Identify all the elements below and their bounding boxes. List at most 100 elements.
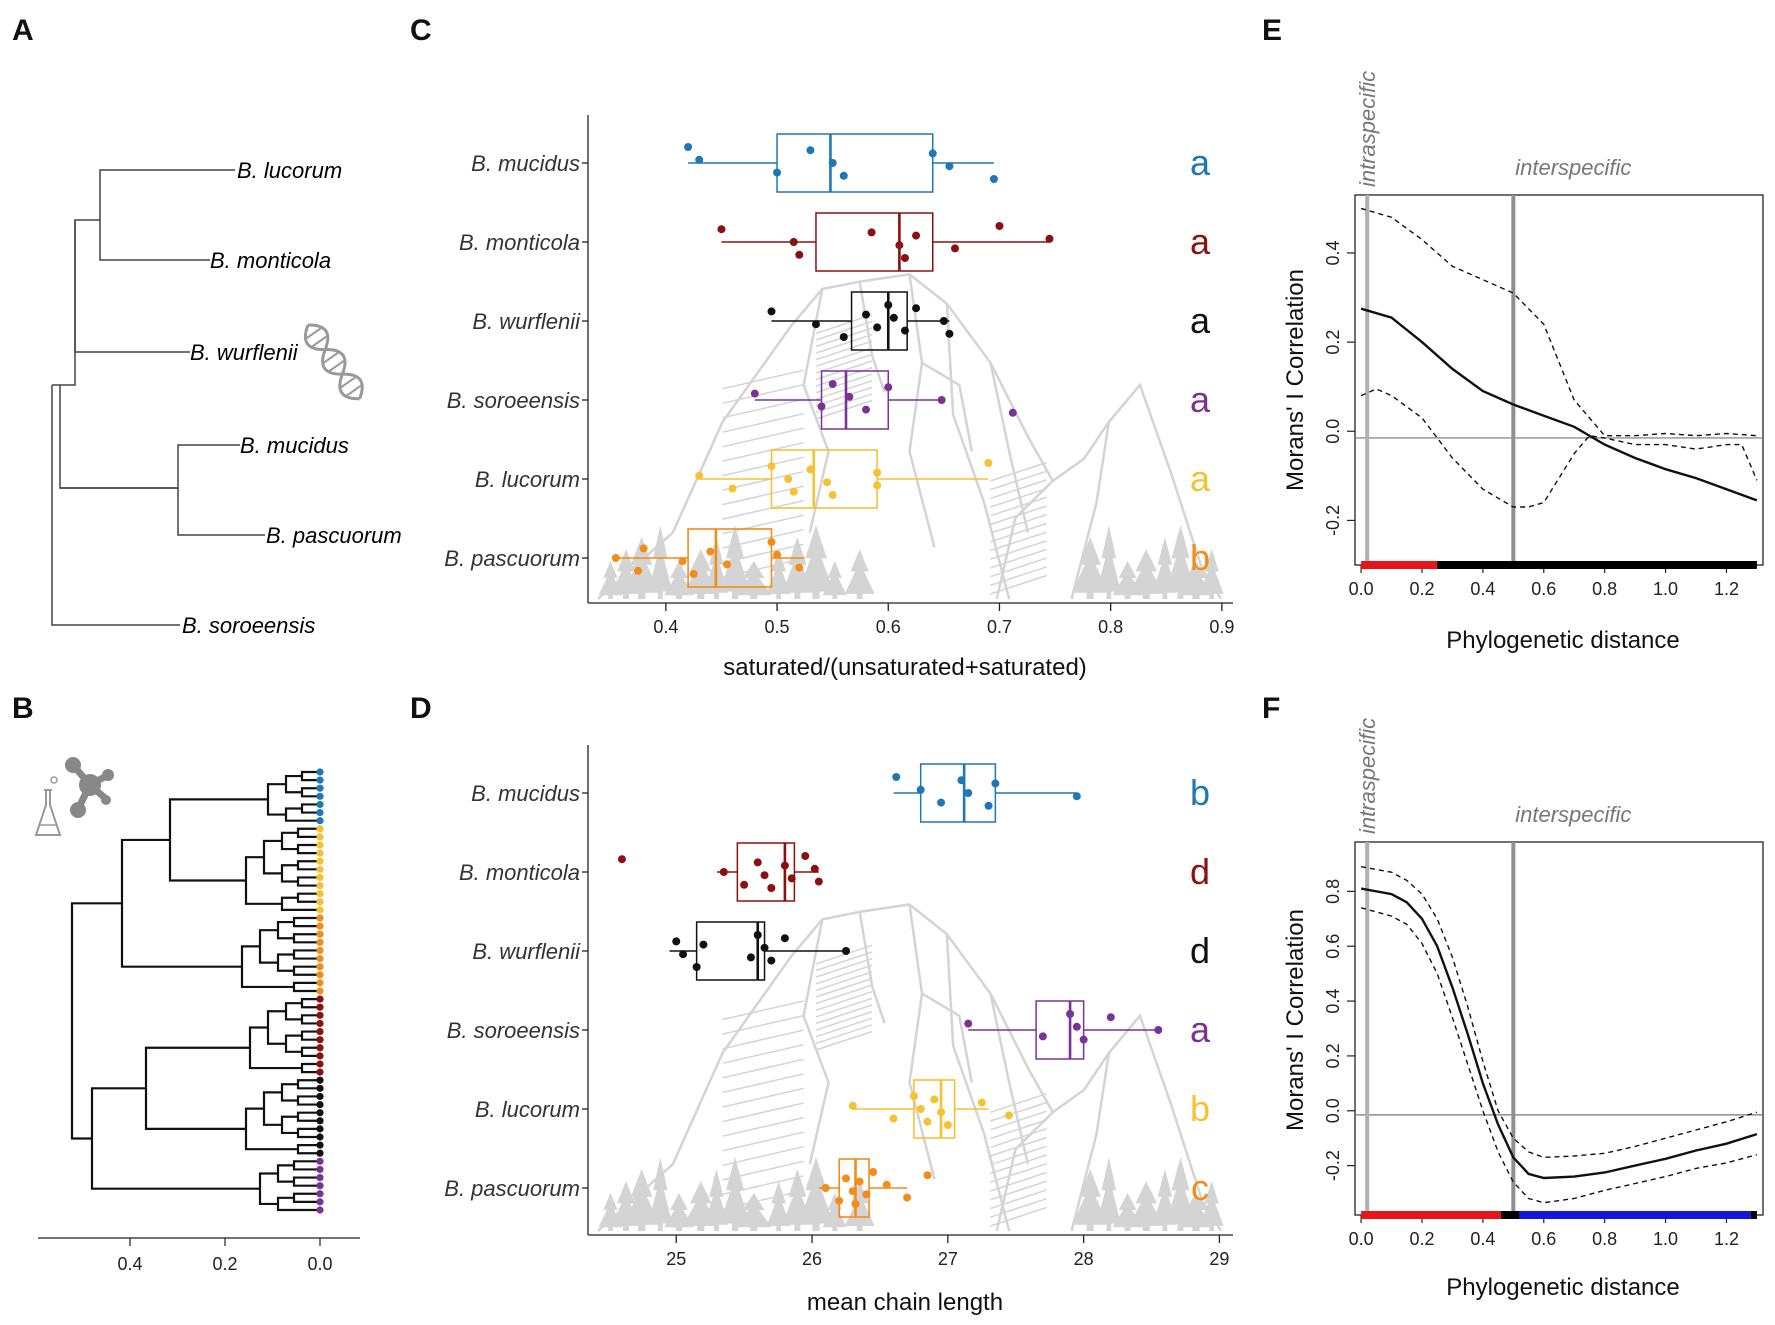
data-point-lucorum — [789, 487, 798, 496]
data-point-mucidus — [684, 143, 693, 151]
data-point-lucorum — [977, 1098, 986, 1107]
data-point-wurflenii — [811, 320, 820, 329]
significance-bar-segment — [1361, 561, 1438, 569]
tip-lucorum — [316, 890, 324, 898]
mountain-hatch — [815, 984, 873, 1005]
correlogram-panel-e: 0.0 0.2 0.4 0.6 0.8 1.0 1.2 -0.2 0.0 0.2 0.4 intras… — [1282, 71, 1764, 654]
data-point-soroeensis — [1038, 1032, 1047, 1041]
data-point-pascuorum — [851, 1200, 860, 1208]
dendrogram-branch — [258, 929, 278, 964]
data-point-wurflenii — [842, 947, 850, 955]
data-point-pascuorum — [639, 544, 648, 553]
mountain-hatch — [990, 1171, 1047, 1192]
data-point-lucorum — [916, 1105, 925, 1113]
significance-letter-monticola: a — [1190, 221, 1211, 262]
dendrogram-branch — [292, 965, 320, 976]
data-point-monticola — [950, 244, 959, 253]
data-point-lucorum — [889, 1114, 898, 1123]
data-point-wurflenii — [839, 333, 848, 341]
box-monticola — [736, 842, 796, 902]
data-point-soroeensis — [828, 380, 837, 388]
species-label-wurflenii: B. wurflenii — [472, 309, 581, 334]
mountain-hatch — [815, 373, 873, 394]
mountain-hatch — [815, 393, 873, 414]
significance-bar-segment — [1437, 561, 1757, 569]
mountain-ridge — [989, 993, 1030, 1165]
tip-lucorum — [316, 849, 324, 857]
mountain-hatch — [815, 314, 873, 335]
dendrogram-branch — [244, 1107, 298, 1151]
mountain-ridge — [945, 303, 1011, 600]
data-point-mucidus — [991, 779, 1000, 788]
data-point-wurflenii — [679, 950, 688, 959]
data-point-lucorum — [984, 459, 993, 467]
mountain-ridge — [921, 992, 974, 1083]
x-tick-label: 0.0 — [1349, 579, 1374, 599]
tip-soroeensis — [316, 1157, 324, 1165]
data-point-pascuorum — [611, 554, 620, 562]
significance-letter-lucorum: b — [1190, 1088, 1210, 1129]
dendrogram-branch — [280, 864, 298, 883]
tip-pascuorum — [316, 954, 324, 963]
mountain-hatch — [815, 1030, 873, 1051]
mountain-hatch — [990, 1092, 1047, 1114]
data-point-wurflenii — [692, 963, 701, 971]
mountain-hatch — [815, 347, 873, 368]
data-point-mucidus — [916, 785, 925, 794]
data-point-pascuorum — [795, 563, 804, 572]
data-point-monticola — [900, 254, 909, 262]
data-point-monticola — [912, 231, 921, 240]
data-point-mucidus — [773, 168, 782, 177]
data-point-mucidus — [839, 171, 848, 180]
tree-silhouette — [798, 525, 835, 599]
mountain-hatch — [815, 399, 873, 420]
tip-monticola — [316, 1003, 324, 1011]
box-pascuorum — [838, 1158, 870, 1218]
data-point-wurflenii — [939, 317, 948, 325]
data-point-monticola — [814, 877, 823, 886]
data-point-soroeensis — [1072, 1022, 1081, 1031]
data-point-monticola — [740, 880, 749, 889]
dna-helix-icon — [303, 323, 364, 401]
dendrogram-branch — [168, 798, 268, 882]
dendrogram-branch — [276, 953, 294, 972]
data-point-soroeensis — [1079, 1035, 1088, 1044]
mountain-hatch — [722, 383, 804, 404]
series-line-observed — [1360, 307, 1758, 502]
series-line-lower — [1360, 907, 1758, 1204]
panel-letter-d: D — [410, 692, 432, 725]
mountain-ridge — [858, 911, 886, 1024]
mountain-hatch — [722, 1029, 804, 1050]
mountain-hatch — [990, 513, 1047, 534]
significance-letter-mucidus: b — [1190, 772, 1210, 813]
mountain-hatch — [990, 461, 1047, 482]
tip-wurflenii — [316, 1084, 324, 1092]
data-point-monticola — [780, 861, 789, 870]
mountain-hatch — [990, 1119, 1047, 1140]
data-point-soroeensis — [1106, 1013, 1115, 1022]
tree-silhouette — [735, 561, 772, 599]
significance-letter-wurflenii: a — [1190, 300, 1211, 341]
chemical-dendrogram: 0.4 0.2 0.0 — [34, 757, 360, 1274]
species-tree: B. lucorum B. monticola B. wurflenii B. … — [51, 158, 402, 638]
y-tick-label: 0.0 — [1323, 1098, 1343, 1123]
dendrogram-branch — [266, 783, 286, 816]
data-point-monticola — [767, 884, 776, 892]
tree-silhouette — [1165, 1157, 1196, 1231]
data-point-lucorum — [937, 1108, 946, 1117]
data-point-soroeensis — [884, 383, 893, 392]
tree-silhouette — [822, 561, 847, 599]
data-point-mucidus — [928, 149, 937, 158]
dendrogram-branch — [292, 933, 320, 944]
dendrogram-tick-label: 0.2 — [212, 1254, 237, 1274]
mountain-hatch — [722, 427, 804, 448]
data-point-pascuorum — [678, 557, 687, 566]
dendrogram-branch — [120, 838, 242, 968]
x-tick-label: 0.9 — [1209, 617, 1234, 637]
tree-label-monticola: B. monticola — [210, 248, 331, 273]
tip-mucidus — [316, 784, 324, 792]
tip-lucorum — [316, 825, 324, 833]
tip-pascuorum — [316, 938, 324, 946]
dendrogram-branch — [292, 1192, 320, 1203]
mountain-hatch — [815, 360, 873, 381]
